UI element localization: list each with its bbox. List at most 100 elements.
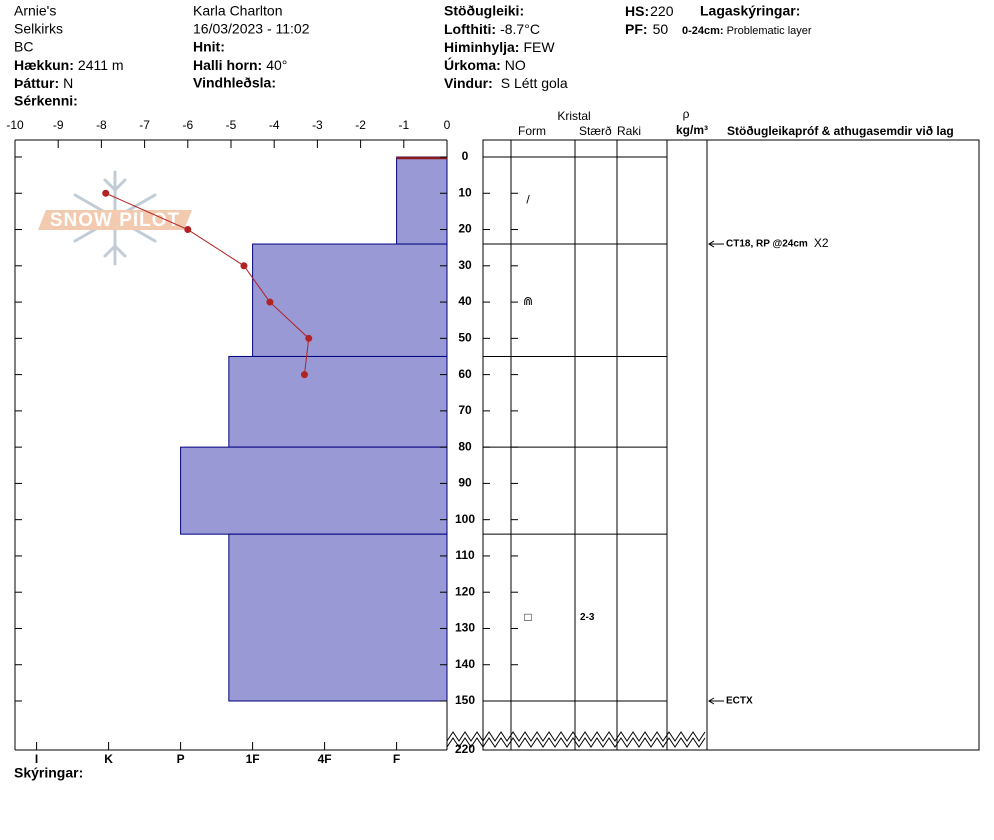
value: N: [63, 75, 73, 91]
hardness-layer: [228, 355, 448, 448]
y-tick-label: 130: [455, 621, 475, 635]
x-tick-label: -5: [226, 118, 237, 132]
pf: PF: 50: [625, 21, 668, 37]
temp-point: [240, 262, 248, 270]
temp-point: [300, 371, 308, 379]
col-density-unit: kg/m³: [676, 123, 708, 137]
location: Arnie's: [14, 3, 56, 19]
sky: Himinhylja: FEW: [444, 39, 555, 55]
hardness-layer: [180, 446, 448, 535]
grain-size: 2-3: [580, 612, 595, 623]
x-tick-label: -9: [53, 118, 64, 132]
col-density: ρ: [683, 107, 690, 121]
label: Himinhylja:: [444, 39, 519, 55]
h-tick-label: I: [35, 752, 38, 766]
hardness-layer: [228, 533, 448, 702]
col-form: Form: [518, 124, 546, 138]
y-tick-label: 80: [458, 439, 472, 453]
hardness-layer: [396, 156, 448, 245]
wind: Vindur: S Létt gola: [444, 75, 568, 91]
frames: [14, 139, 980, 751]
label: HS:: [625, 3, 649, 19]
range: Selkirks: [14, 21, 63, 37]
label: Lofthiti:: [444, 21, 496, 37]
label: Hækkun:: [14, 57, 74, 73]
y-tick-label: 50: [458, 331, 472, 345]
slope: Halli horn: 40°: [193, 57, 287, 73]
logo-text: SNOW PILOT: [50, 210, 180, 231]
h-tick-label: 4F: [318, 752, 332, 766]
test-arrowhead: [708, 697, 715, 705]
region: BC: [14, 39, 33, 55]
value: S Létt gola: [501, 75, 568, 91]
temp-point: [266, 298, 274, 306]
test-arrowhead: [708, 240, 715, 248]
h-tick-label: F: [393, 752, 400, 766]
temp-line: [105, 192, 310, 375]
temp-point: [184, 226, 192, 234]
col-tests: Stöðugleikapróf & athugasemdir við lag: [727, 124, 954, 138]
h-tick-label: 1F: [246, 752, 260, 766]
y-tick-label: 30: [458, 258, 472, 272]
test-text: ECTX: [726, 696, 753, 707]
h-tick-label: K: [104, 752, 113, 766]
logo: SNOW PILOT: [38, 170, 192, 266]
notes: Skýringar:: [14, 765, 83, 781]
grain-form: □: [524, 610, 531, 624]
x-tick-label: -4: [269, 118, 280, 132]
y-tick-label: 10: [458, 185, 472, 199]
value: Problematic layer: [727, 25, 812, 37]
y-tick-label: 70: [458, 403, 472, 417]
y-tick-label: 110: [455, 548, 475, 562]
col-crystal: Kristal: [557, 109, 590, 123]
hardness-layer: [252, 243, 448, 357]
x-tick-label: -6: [182, 118, 193, 132]
label: Vindur:: [444, 75, 493, 91]
axis-break: [446, 731, 706, 742]
layer-note: 0-24cm: Problematic layer: [682, 25, 812, 37]
x-tick-label: -10: [6, 118, 24, 132]
grain-form: /: [526, 193, 530, 207]
value: -8.7°C: [500, 21, 540, 37]
grain-form: ⋒: [523, 294, 533, 308]
test-note: X2: [814, 236, 829, 250]
precip: Úrkoma: NO: [444, 56, 526, 73]
header: Arnie's Selkirks BC Hækkun: 2411 m Þáttur…: [14, 3, 812, 781]
value: 50: [653, 21, 669, 37]
layer-notes-title: Lagaskýringar:: [700, 3, 800, 19]
x-tick-label: 0: [444, 118, 451, 132]
y-tick-label: 100: [455, 512, 475, 526]
hs: HS:220: [625, 3, 674, 19]
y-tick-label: 90: [458, 476, 472, 490]
x-tick-label: -3: [312, 118, 323, 132]
label: PF:: [625, 21, 648, 37]
test-text: CT18, RP @24cm: [726, 239, 808, 250]
stability: Stöðugleiki:: [444, 3, 524, 19]
x-tick-label: -2: [355, 118, 366, 132]
axis-break: [446, 737, 706, 748]
y-tick-label: 0: [462, 149, 469, 163]
h-tick-label: P: [177, 752, 185, 766]
y-tick-label: 120: [455, 584, 475, 598]
label: Þáttur:: [14, 75, 59, 91]
y-tick-label: 20: [458, 222, 472, 236]
value: NO: [505, 57, 526, 73]
aspect: Þáttur: N: [14, 75, 73, 91]
temp-point: [102, 189, 110, 197]
y-tick-label: 40: [458, 294, 472, 308]
label: 0-24cm:: [682, 25, 724, 37]
coords: Hnit:: [193, 39, 225, 55]
value: 2411 m: [78, 57, 124, 73]
y-tick-label: 140: [455, 657, 475, 671]
x-tick-label: -7: [139, 118, 150, 132]
wind-loading: Vindhleðsla:: [193, 75, 276, 91]
features: Sérkenni:: [14, 93, 78, 109]
air-temp: Lofthiti: -8.7°C: [444, 21, 540, 37]
label: Halli horn:: [193, 57, 262, 73]
elevation: Hækkun: 2411 m: [14, 57, 124, 73]
col-moisture: Raki: [617, 124, 641, 138]
temp-point: [305, 334, 313, 342]
value: FEW: [523, 39, 555, 55]
y-tick-label: 150: [455, 693, 475, 707]
